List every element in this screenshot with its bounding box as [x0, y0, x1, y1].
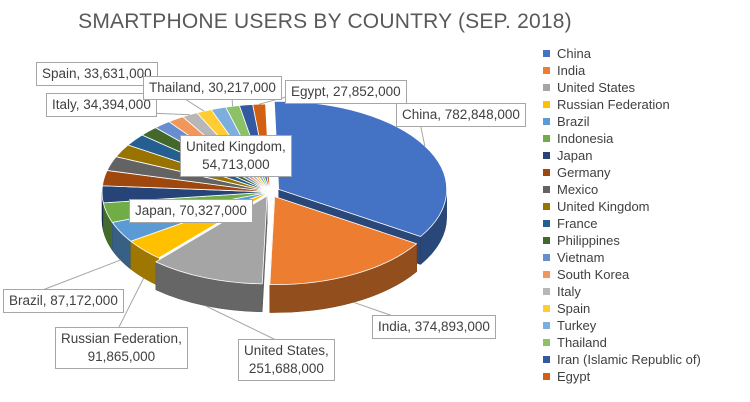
legend-label: Egypt	[557, 369, 591, 384]
data-label-spain: Spain, 33,631,000	[36, 62, 158, 86]
data-label-line: Brazil, 87,172,000	[9, 293, 118, 308]
legend-label: United States	[557, 80, 636, 95]
data-label-egypt: Egypt, 27,852,000	[285, 80, 407, 104]
legend-item-china: China	[543, 45, 748, 62]
data-label-russian-federation: Russian Federation, 91,865,000	[55, 327, 188, 369]
legend-label: Brazil	[557, 114, 590, 129]
legend-swatch	[543, 373, 550, 380]
legend-label: Spain	[557, 301, 591, 316]
data-label-line: United Kingdom,	[186, 139, 286, 154]
data-label-line: Spain, 33,631,000	[42, 66, 152, 81]
legend-item-iran-islamic-republic-of: Iran (Islamic Republic of)	[543, 351, 748, 368]
legend-label: France	[557, 216, 598, 231]
legend-label: Thailand	[557, 335, 607, 350]
leader-line-egypt	[259, 95, 291, 105]
legend-item-germany: Germany	[543, 164, 748, 181]
leader-line-russian-federation	[117, 277, 145, 330]
legend-item-france: France	[543, 215, 748, 232]
legend-item-vietnam: Vietnam	[543, 249, 748, 266]
legend-item-philippines: Philippines	[543, 232, 748, 249]
legend-item-united-states: United States	[543, 79, 748, 96]
legend-swatch	[543, 101, 550, 108]
data-label-japan: Japan, 70,327,000	[129, 199, 253, 223]
legend-label: Philippines	[557, 233, 620, 248]
data-label-line: Russian Federation,	[61, 331, 182, 346]
legend-swatch	[543, 220, 550, 227]
legend-swatch	[543, 84, 550, 91]
data-label-line: 54,713,000	[202, 157, 270, 172]
legend-item-japan: Japan	[543, 147, 748, 164]
legend-label: Turkey	[557, 318, 597, 333]
legend-item-italy: Italy	[543, 283, 748, 300]
chart-title: SMARTPHONE USERS BY COUNTRY (SEP. 2018)	[78, 10, 572, 33]
legend-label: Iran (Islamic Republic of)	[557, 352, 701, 367]
legend-swatch	[543, 271, 550, 278]
legend-item-indonesia: Indonesia	[543, 130, 748, 147]
legend-label: Japan	[557, 148, 593, 163]
data-label-line: Thailand, 30,217,000	[149, 80, 276, 95]
legend-swatch	[543, 152, 550, 159]
legend-item-mexico: Mexico	[543, 181, 748, 198]
legend-label: Germany	[557, 165, 611, 180]
legend-item-south-korea: South Korea	[543, 266, 748, 283]
legend-label: India	[557, 63, 586, 78]
legend-item-turkey: Turkey	[543, 317, 748, 334]
legend-label: United Kingdom	[557, 199, 650, 214]
data-label-brazil: Brazil, 87,172,000	[3, 289, 124, 313]
legend-label: China	[557, 46, 591, 61]
pie-slice-china	[273, 101, 448, 237]
data-label-united-kingdom: United Kingdom, 54,713,000	[180, 135, 292, 177]
legend-swatch	[543, 186, 550, 193]
legend-swatch	[543, 322, 550, 329]
data-label-italy: Italy, 34,394,000	[46, 93, 157, 117]
legend-item-spain: Spain	[543, 300, 748, 317]
legend-swatch	[543, 339, 550, 346]
data-label-line: 91,865,000	[87, 349, 156, 364]
data-label-line: 251,688,000	[248, 361, 324, 376]
legend-swatch	[543, 118, 550, 125]
legend-item-united-kingdom: United Kingdom	[543, 198, 748, 215]
legend-swatch	[543, 203, 550, 210]
legend-label: South Korea	[557, 267, 630, 282]
legend-label: Italy	[557, 284, 581, 299]
pie-slice-india	[269, 196, 418, 285]
data-label-line: China, 782,848,000	[402, 107, 520, 122]
legend-label: Indonesia	[557, 131, 614, 146]
data-label-thailand: Thailand, 30,217,000	[143, 76, 282, 100]
legend-item-india: India	[543, 62, 748, 79]
data-label-line: Japan, 70,327,000	[135, 203, 247, 218]
legend-label: Russian Federation	[557, 97, 670, 112]
data-label-line: India, 374,893,000	[378, 319, 490, 334]
legend-swatch	[543, 237, 550, 244]
legend-swatch	[543, 135, 550, 142]
data-label-united-states: United States, 251,688,000	[238, 339, 335, 381]
legend-label: Vietnam	[557, 250, 605, 265]
data-label-line: United States,	[244, 343, 329, 358]
data-label-india: India, 374,893,000	[372, 315, 496, 339]
legend-item-russian-federation: Russian Federation	[543, 96, 748, 113]
legend-swatch	[543, 50, 550, 57]
legend-swatch	[543, 356, 550, 363]
legend-swatch	[543, 305, 550, 312]
legend-item-egypt: Egypt	[543, 368, 748, 385]
legend-item-thailand: Thailand	[543, 334, 748, 351]
legend-swatch	[543, 254, 550, 261]
legend-item-brazil: Brazil	[543, 113, 748, 130]
legend-label: Mexico	[557, 182, 599, 197]
leader-line-united-states	[205, 305, 279, 342]
legend-swatch	[543, 288, 550, 295]
data-label-line: Egypt, 27,852,000	[291, 84, 401, 99]
legend: China India United States Russian Federatio…	[543, 45, 748, 385]
leader-line-brazil	[39, 259, 121, 292]
legend-swatch	[543, 169, 550, 176]
legend-swatch	[543, 67, 550, 74]
data-label-line: Italy, 34,394,000	[52, 97, 151, 112]
data-label-china: China, 782,848,000	[396, 103, 526, 127]
leader-line-india	[353, 301, 394, 317]
